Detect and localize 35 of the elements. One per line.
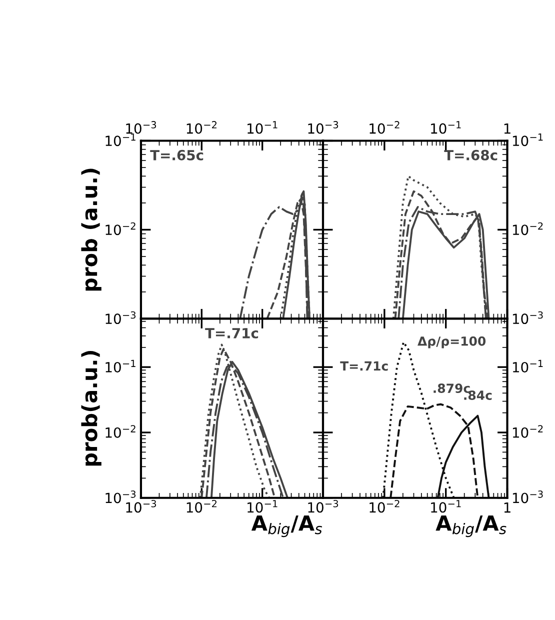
x-tick-label: 1 [504,502,510,513]
x-tick-label: 10$^{−2}$ [370,500,400,513]
y-axis-title: prob(a.u.) [81,350,102,466]
x-tick-label: 1 [504,124,510,134]
y-tick-label: 10$^{−1}$ [512,360,543,372]
x-tick-label: 10$^{−3}$ [308,121,338,134]
x-tick-label: 10$^{−1}$ [248,121,278,134]
y-tick-label: 10$^{−3}$ [512,311,543,324]
x-axis-title: A$_{big}$/A$_{s}$ [251,515,322,538]
annotation: .84c [464,390,492,400]
y-axis-title: prob (a.u.) [81,168,102,291]
text: T=.65c [150,150,204,160]
y-tick-label: 10$^{−3}$ [512,490,543,504]
y-tick-label: 10$^{−2}$ [106,222,136,236]
x-tick-label: 10$^{−1}$ [431,500,461,513]
x-axis-title: A$_{big}$/A$_{s}$ [436,515,506,538]
x-tick-label: 10$^{−3}$ [308,500,338,513]
x-tick-label: 10$^{−2}$ [186,121,216,134]
y-tick-label: 10$^{−2}$ [512,425,543,438]
annotation: Δρ/ρ=100 [418,336,486,348]
y-tick-label: 10$^{−3}$ [106,311,136,324]
x-tick-label: 10$^{−1}$ [431,121,461,134]
y-tick-label: 10$^{−1}$ [106,360,136,372]
x-tick-label: 10$^{−2}$ [186,500,216,513]
x-tick-label: 10$^{−3}$ [126,121,156,134]
y-tick-label: 10$^{−1}$ [106,134,136,146]
annotation: .879c [434,384,470,394]
y-tick-label: 10$^{−2}$ [106,425,136,438]
y-tick-label: 10$^{−1}$ [512,134,543,146]
y-tick-label: 10$^{−2}$ [512,222,543,236]
text: T=.68c [444,150,498,160]
x-tick-label: 10$^{−2}$ [370,121,400,134]
text: T=.71c [205,328,258,338]
annotation: T=.71c [340,361,388,371]
x-tick-label: 10$^{−1}$ [248,500,278,513]
